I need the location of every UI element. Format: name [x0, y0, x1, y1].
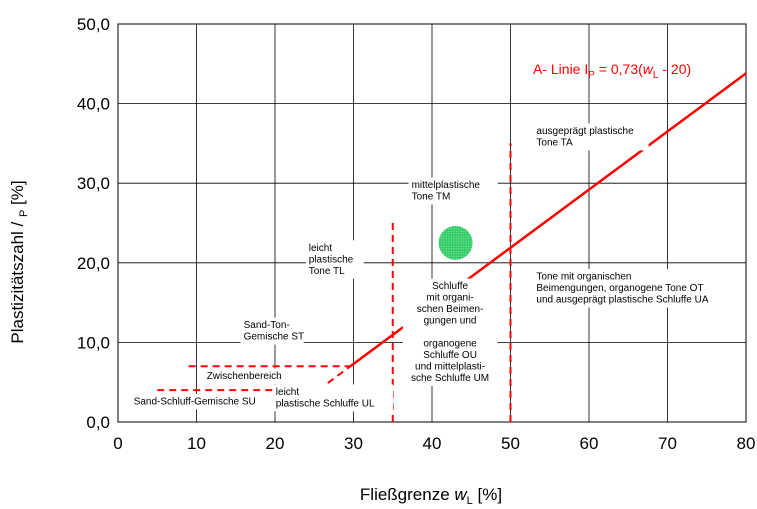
tick-labels: 0 10 20 30 40 50 60 70 80 0,0 10,0 20,0 30,0 40,0 50,0	[77, 15, 756, 453]
y-tick-label: 40,0	[77, 95, 110, 114]
x-tick-label: 20	[266, 434, 285, 453]
region-label-line: sche Schluffe UM	[411, 373, 489, 384]
region-su: Sand-Schluff-Gemische SU	[130, 393, 262, 410]
region-label-line: Sand-Schluff-Gemische SU	[134, 396, 256, 407]
region-label-bg	[305, 240, 364, 279]
region-label-bg	[240, 317, 304, 345]
region-label-line: organogene	[423, 339, 477, 350]
region-label-line: Tone TM	[412, 191, 451, 202]
x-tick-label: 40	[423, 434, 442, 453]
region-label-line: gungen und	[424, 316, 477, 327]
region-label-line: schen Beimen-	[417, 304, 484, 315]
x-tick-label: 70	[658, 434, 677, 453]
x-axis-title: Fließgrenze wL [%]	[360, 485, 502, 507]
x-tick-label: 50	[501, 434, 520, 453]
region-label-line: und ausgeprägt plastische Schluffe UA	[536, 295, 708, 306]
region-label-line: Schluffe	[432, 281, 468, 292]
y-tick-label: 50,0	[77, 15, 110, 34]
x-tick-label: 30	[344, 434, 363, 453]
y-tick-label: 20,0	[77, 254, 110, 273]
x-tick-label: 10	[187, 434, 206, 453]
region-label-line: Zwischenbereich	[207, 371, 282, 382]
region-zwischen: Zwischenbereich	[203, 368, 288, 385]
x-tick-label: 60	[580, 434, 599, 453]
region-label-bg	[533, 269, 732, 308]
region-label-bg	[402, 278, 498, 387]
region-st: Sand-Ton-Gemische ST	[240, 317, 305, 345]
region-label-line: Sand-Ton-	[244, 320, 290, 331]
region-label-line: Tone mit organischen	[536, 272, 631, 283]
region-label-bg	[203, 368, 288, 385]
region-label-line: leicht	[309, 243, 333, 254]
y-tick-label: 0,0	[86, 413, 110, 432]
region-label-line: Tone TA	[536, 137, 573, 148]
region-label-line: ausgeprägt plastische	[536, 126, 634, 137]
region-label-line: leicht	[276, 387, 300, 398]
sample-point-layer	[438, 225, 473, 260]
region-label-line: und mittelplasti-	[415, 362, 485, 373]
region-label-line: Tone TL	[309, 266, 345, 277]
region-label-line: plastische Schluffe UL	[276, 398, 375, 409]
region-label-line: Gemische ST	[244, 332, 305, 343]
sample-point	[438, 225, 473, 260]
region-label-line: plastische	[309, 254, 354, 265]
region-label-bg	[272, 384, 394, 412]
a-line-label: A- Linie IP = 0,73(wL - 20)	[533, 61, 691, 81]
region-label-line: Beimengungen, organogene Tone OT	[536, 283, 703, 294]
region-label-bg	[533, 123, 649, 151]
x-tick-label: 0	[113, 434, 122, 453]
y-tick-label: 10,0	[77, 333, 110, 352]
region-label-bg	[130, 393, 262, 410]
x-tick-label: 80	[737, 434, 756, 453]
region-label-bg	[408, 177, 498, 205]
region-label-line: mittelplastische	[412, 180, 481, 191]
y-tick-label: 30,0	[77, 174, 110, 193]
region-label-line: mit organi-	[426, 293, 473, 304]
y-axis-title: Plastizitätszahl / P [%]	[8, 180, 30, 343]
region-label-line: Schluffe OU	[423, 350, 477, 361]
